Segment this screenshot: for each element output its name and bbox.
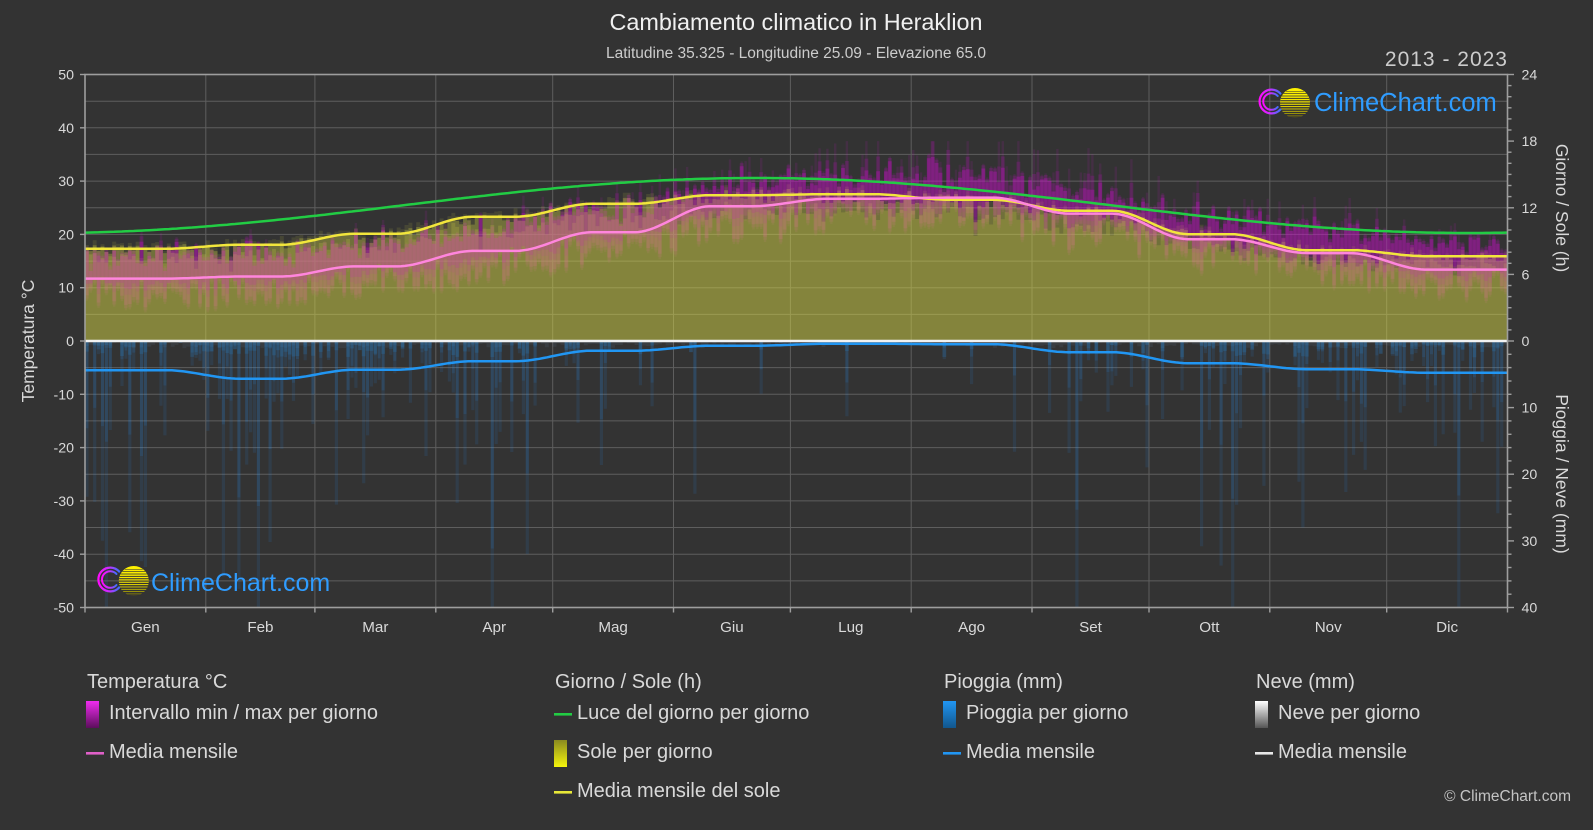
svg-text:Sole per giorno: Sole per giorno <box>577 741 713 763</box>
svg-text:-50: -50 <box>53 601 74 617</box>
svg-text:6: 6 <box>1522 267 1530 283</box>
svg-text:Mar: Mar <box>362 619 388 636</box>
svg-text:20: 20 <box>1522 467 1538 483</box>
svg-text:-20: -20 <box>53 441 74 457</box>
svg-text:40: 40 <box>1522 601 1538 617</box>
svg-text:Dic: Dic <box>1436 619 1458 636</box>
svg-text:Mag: Mag <box>598 619 628 636</box>
svg-text:Ott: Ott <box>1199 619 1220 636</box>
svg-text:Feb: Feb <box>247 619 273 636</box>
svg-text:2013 - 2023: 2013 - 2023 <box>1385 48 1508 71</box>
svg-text:Media mensile del sole: Media mensile del sole <box>577 780 780 802</box>
svg-text:Luce del giorno per giorno: Luce del giorno per giorno <box>577 702 809 724</box>
svg-text:30: 30 <box>58 174 74 190</box>
svg-text:Apr: Apr <box>482 619 506 636</box>
svg-text:Cambiamento climatico in Herak: Cambiamento climatico in Heraklion <box>609 9 982 35</box>
svg-text:10: 10 <box>1522 401 1538 417</box>
svg-text:Giorno / Sole (h): Giorno / Sole (h) <box>555 671 702 693</box>
svg-text:0: 0 <box>66 334 74 350</box>
svg-text:-40: -40 <box>53 547 74 563</box>
svg-text:-10: -10 <box>53 387 74 403</box>
svg-text:Media mensile: Media mensile <box>966 741 1095 763</box>
svg-text:Media mensile: Media mensile <box>109 741 238 763</box>
svg-text:0: 0 <box>1522 334 1530 350</box>
svg-text:Giorno / Sole (h): Giorno / Sole (h) <box>1552 144 1572 272</box>
svg-text:Nov: Nov <box>1315 619 1342 636</box>
svg-text:Lug: Lug <box>838 619 863 636</box>
svg-text:Neve per giorno: Neve per giorno <box>1278 702 1420 724</box>
svg-text:Neve (mm): Neve (mm) <box>1256 671 1355 693</box>
svg-text:Pioggia / Neve (mm): Pioggia / Neve (mm) <box>1552 394 1572 554</box>
svg-text:ClimeChart.com: ClimeChart.com <box>1314 89 1497 117</box>
svg-text:Set: Set <box>1079 619 1103 636</box>
svg-text:30: 30 <box>1522 534 1538 550</box>
svg-text:18: 18 <box>1522 134 1538 150</box>
svg-text:-30: -30 <box>53 494 74 510</box>
svg-text:10: 10 <box>58 281 74 297</box>
svg-text:Pioggia per giorno: Pioggia per giorno <box>966 702 1128 724</box>
svg-text:Temperatura °C: Temperatura °C <box>18 280 38 403</box>
svg-text:40: 40 <box>58 121 74 137</box>
svg-text:24: 24 <box>1522 68 1538 84</box>
svg-text:ClimeChart.com: ClimeChart.com <box>151 569 330 597</box>
svg-text:20: 20 <box>58 227 74 243</box>
svg-text:Latitudine 35.325 - Longitudin: Latitudine 35.325 - Longitudine 25.09 - … <box>606 45 986 62</box>
svg-text:Ago: Ago <box>958 619 985 636</box>
svg-text:50: 50 <box>58 68 74 84</box>
svg-text:© ClimeChart.com: © ClimeChart.com <box>1444 788 1571 805</box>
svg-text:Pioggia (mm): Pioggia (mm) <box>944 671 1063 693</box>
svg-text:12: 12 <box>1522 201 1538 217</box>
svg-text:Gen: Gen <box>131 619 160 636</box>
svg-text:Media mensile: Media mensile <box>1278 741 1407 763</box>
svg-text:Temperatura °C: Temperatura °C <box>87 671 227 693</box>
svg-text:Intervallo min / max per giorn: Intervallo min / max per giorno <box>109 702 378 724</box>
svg-text:Giu: Giu <box>720 619 744 636</box>
